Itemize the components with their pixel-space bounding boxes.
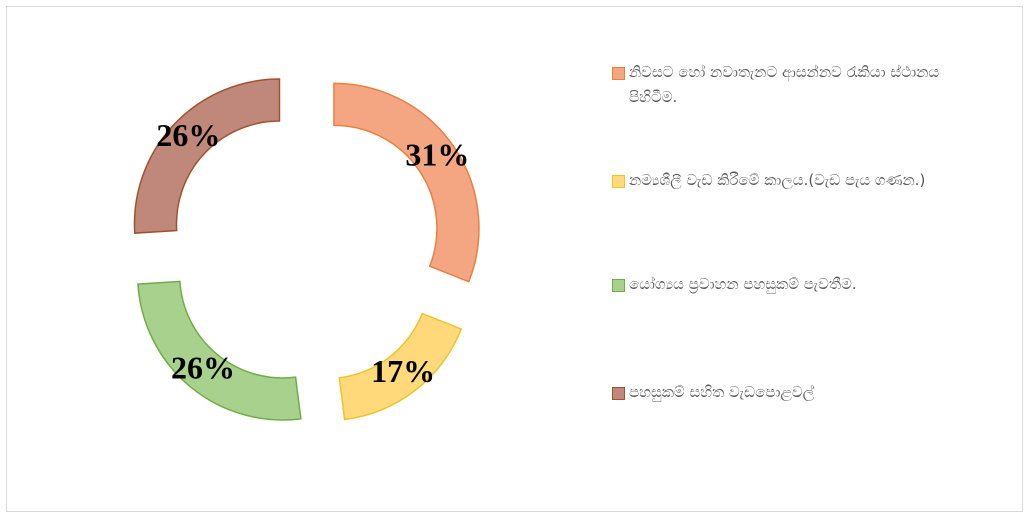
donut-segment (137, 280, 302, 421)
legend-item: යෝග්‍යය ප්‍රවාහන පහසුකම් පැවතීම. (612, 272, 992, 297)
donut-segment (333, 82, 480, 283)
legend-label: පහසුකම් සහිත වැඩපොළවල් (629, 383, 815, 401)
legend-label: යෝග්‍යය ප්‍රවාහන පහසුකම් පැවතීම. (629, 275, 857, 293)
legend-swatch (612, 67, 625, 80)
legend-swatch (612, 175, 625, 188)
legend-label: නම්‍යශීලී වැඩ කිරීමේ කාලය.(වැඩ පැය ගණන.) (629, 171, 926, 189)
data-label: 26% (156, 117, 220, 153)
data-label: 26% (171, 350, 235, 386)
donut-segment (338, 312, 463, 421)
legend-swatch (612, 387, 625, 400)
legend-item: පහසුකම් සහිත වැඩපොළවල් (612, 380, 992, 405)
data-label: 31% (405, 136, 469, 172)
legend-item: නිවසට හෝ නවාතැනට ආසන්නව රැකියා ස්ථානය පි… (612, 60, 992, 110)
legend-swatch (612, 279, 625, 292)
donut-segment (133, 78, 281, 234)
legend-label: නිවසට හෝ නවාතැනට ආසන්නව රැකියා ස්ථානය පි… (629, 63, 940, 106)
legend-item: නම්‍යශීලී වැඩ කිරීමේ කාලය.(වැඩ පැය ගණන.) (612, 168, 992, 193)
data-label: 17% (371, 353, 435, 389)
